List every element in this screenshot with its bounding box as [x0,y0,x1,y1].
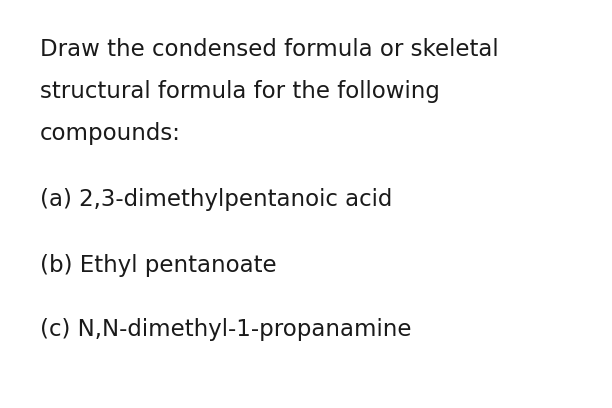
Text: Draw the condensed formula or skeletal: Draw the condensed formula or skeletal [40,38,498,61]
Text: (a) 2,3-dimethylpentanoic acid: (a) 2,3-dimethylpentanoic acid [40,188,392,211]
Text: (c) N,N-dimethyl-1-propanamine: (c) N,N-dimethyl-1-propanamine [40,318,411,341]
Text: compounds:: compounds: [40,122,181,145]
Text: structural formula for the following: structural formula for the following [40,80,439,103]
Text: (b) Ethyl pentanoate: (b) Ethyl pentanoate [40,254,277,277]
